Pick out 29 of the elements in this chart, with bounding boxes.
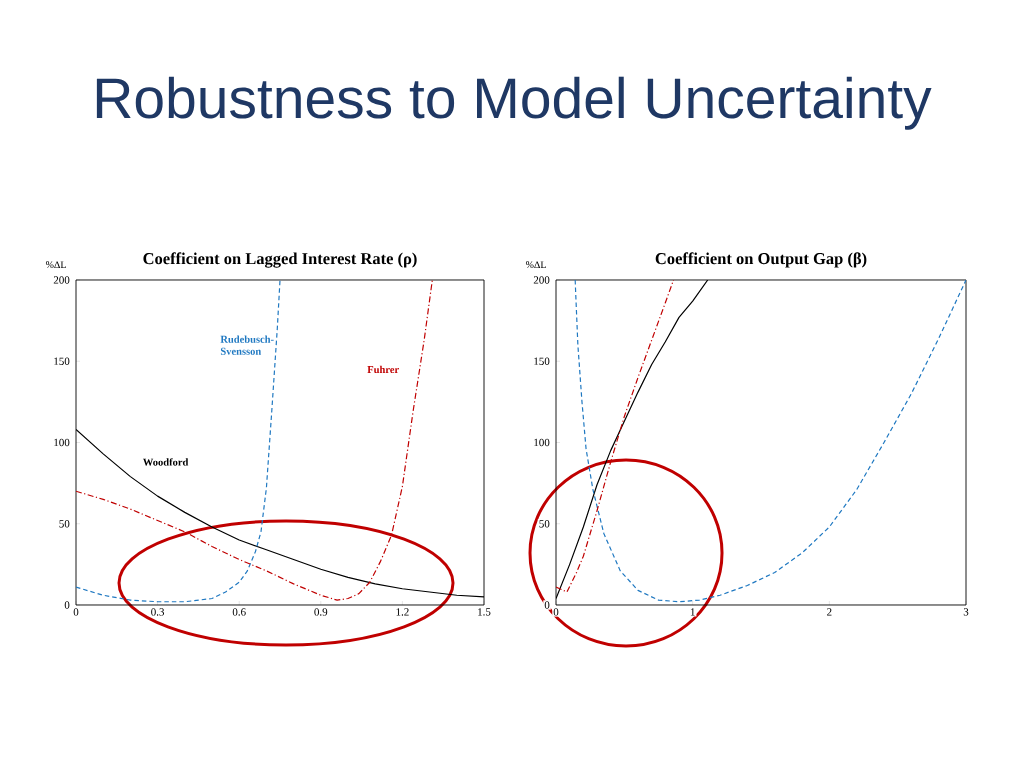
- y-tick-label: 50: [59, 520, 70, 528]
- x-tick-label: 0: [73, 608, 79, 616]
- text: Robustness to Model Uncertainty: [96, 76, 932, 130]
- y-tick-label: 50: [539, 520, 550, 528]
- line-series: [574, 279, 967, 603]
- x-tick-label: 2: [827, 608, 832, 616]
- y-tick-label: 200: [533, 276, 550, 284]
- x-tick-label: 0.3: [151, 608, 165, 616]
- y-tick-label: 0: [544, 601, 550, 609]
- y-tick-label: 200: [53, 276, 70, 284]
- y-tick-label: 100: [54, 438, 70, 447]
- series-label: Rudebusch-Svensson: [220, 335, 274, 355]
- y-tick-label: 0: [64, 601, 70, 609]
- y-tick-label: 100: [534, 438, 550, 447]
- x-tick-label: 1.5: [478, 608, 491, 616]
- x-tick-label: 0: [553, 608, 559, 616]
- x-tick-label: 0.6: [232, 608, 246, 616]
- chart-title: Coefficient on Output Gap (β): [655, 252, 867, 268]
- chart-title: Coefficient on Lagged Interest Rate (ρ): [143, 252, 417, 268]
- y-axis-title: %ΔL: [525, 261, 546, 269]
- series-label: Fuhrer: [367, 365, 399, 374]
- x-tick-label: 1: [690, 608, 695, 616]
- series-label: Woodford: [142, 458, 189, 466]
- y-axis-title: %ΔL: [45, 261, 66, 269]
- x-tick-label: 1.2: [396, 608, 409, 616]
- x-tick-label: 0.9: [314, 608, 328, 616]
- x-tick-label: 3: [963, 608, 969, 616]
- y-tick-label: 150: [54, 357, 70, 365]
- y-tick-label: 150: [534, 357, 550, 365]
